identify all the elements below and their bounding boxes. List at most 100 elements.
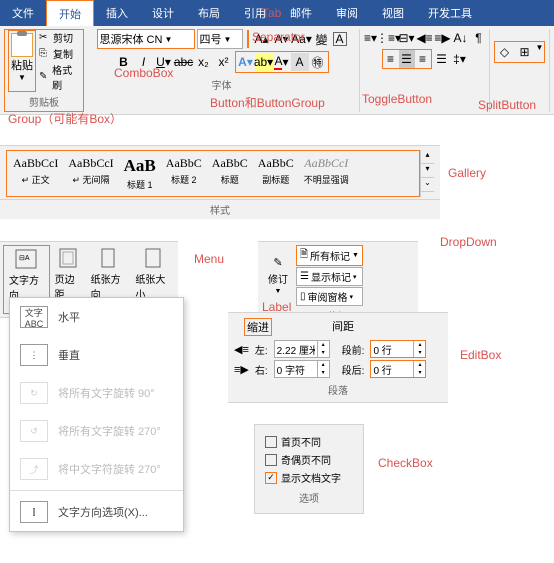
font-color-buttongroup: A▾ ab▾ A▾ A ㊕: [235, 51, 329, 73]
line-spacing-button[interactable]: ‡▾: [452, 50, 468, 68]
annotation-buttongroup: Button和ButtonGroup: [210, 94, 325, 111]
spacing-header-label: 间距: [332, 318, 354, 336]
svg-text:⊟A: ⊟A: [19, 255, 30, 262]
size-icon: [141, 247, 165, 269]
pane-icon: ▯: [300, 291, 306, 302]
indent-header-label: 缩进: [244, 318, 272, 336]
menu-item: ↻将所有文字旋转 90°: [10, 374, 183, 412]
options-panel: 首页不同 奇偶页不同 ✓显示文档文字 选项: [254, 424, 364, 514]
shading-splitbutton[interactable]: ◇ ⊞ ▼: [494, 41, 546, 63]
font-family-combo[interactable]: 思源宋体 CN▼: [97, 29, 195, 49]
copy-icon: ⎘: [39, 48, 51, 60]
tab-mailings[interactable]: 邮件: [278, 0, 324, 26]
menu-item: ⤴将中文字符旋转 270°: [10, 450, 183, 488]
tab-home[interactable]: 开始: [46, 0, 94, 26]
text-effects-button[interactable]: A▾: [237, 53, 255, 71]
cut-button[interactable]: ✂剪切: [39, 30, 80, 45]
tab-design[interactable]: 设计: [140, 0, 186, 26]
font-size-combo[interactable]: 四号▼: [197, 29, 243, 49]
diff-odd-even-checkbox[interactable]: [265, 454, 277, 466]
indent-right-editbox[interactable]: ▴▾: [274, 360, 330, 378]
doc-icon: 🗎: [300, 247, 308, 264]
tab-layout[interactable]: 布局: [186, 0, 232, 26]
menu-item[interactable]: ⋮垂直: [10, 336, 183, 374]
text-direction-menu: 文字ABC水平⋮垂直↻将所有文字旋转 90°↺将所有文字旋转 270°⤴将中文字…: [9, 297, 184, 532]
paste-label: 粘贴: [11, 57, 33, 73]
annotation-combobox: ComboBox: [114, 66, 173, 80]
annotation-checkbox: CheckBox: [378, 456, 433, 470]
tab-insert[interactable]: 插入: [94, 0, 140, 26]
style-item[interactable]: AaBbC标题: [208, 153, 252, 194]
paste-button[interactable]: 粘贴 ▼: [8, 30, 36, 92]
annotation-group: Group（可能有Box）: [8, 110, 122, 127]
style-item[interactable]: AaBbC副标题: [254, 153, 298, 194]
char-border-button[interactable]: A: [333, 32, 347, 46]
enclose-char-button[interactable]: ㊕: [309, 53, 327, 71]
strikethrough-button[interactable]: abc: [175, 53, 193, 71]
pen-icon: ✎: [273, 256, 282, 269]
annotation-gallery: Gallery: [448, 166, 486, 180]
align-left-button[interactable]: ≡: [383, 50, 399, 68]
chevron-down-icon: ▼: [18, 73, 26, 82]
style-item[interactable]: AaB标题 1: [120, 153, 160, 194]
superscript-button[interactable]: x²: [215, 53, 233, 71]
tab-file[interactable]: 文件: [0, 0, 46, 26]
styles-gallery-panel: AaBbCcI↵ 正文AaBbCcI↵ 无间隔AaB标题 1AaBbC标题 2A…: [0, 145, 440, 200]
tab-view[interactable]: 视图: [370, 0, 416, 26]
annotation-dropdown: DropDown: [440, 235, 497, 249]
chevron-down-icon: ▼: [224, 35, 232, 44]
styles-gallery[interactable]: AaBbCcI↵ 正文AaBbCcI↵ 无间隔AaB标题 1AaBbC标题 2A…: [6, 150, 420, 197]
style-item[interactable]: AaBbCcI不明显强调: [300, 153, 353, 194]
spacing-before-editbox[interactable]: ▴▾: [370, 340, 426, 358]
styles-group-label: 样式: [0, 200, 440, 219]
revision-button[interactable]: ✎修订▼: [264, 256, 292, 295]
show-doc-text-checkbox[interactable]: ✓: [265, 472, 277, 484]
text-direction-icon: ⊟A: [14, 248, 38, 270]
chevron-down-icon: ▼: [536, 43, 544, 61]
phonetic-guide-button[interactable]: 變: [313, 30, 331, 48]
spacing-after-editbox[interactable]: ▴▾: [370, 360, 426, 378]
tab-developer[interactable]: 开发工具: [416, 0, 484, 26]
char-shading-button[interactable]: A: [291, 53, 309, 71]
style-item[interactable]: AaBbCcI↵ 正文: [9, 153, 62, 194]
indent-inc-button[interactable]: ≡▶: [435, 29, 451, 47]
border-button[interactable]: ⊞: [516, 43, 534, 61]
numbering-button[interactable]: ⋮≡▾: [381, 29, 397, 47]
scissors-icon: ✂: [39, 32, 51, 44]
annotation-editbox: EditBox: [460, 348, 501, 362]
diff-first-checkbox[interactable]: [265, 436, 277, 448]
paste-icon: [11, 33, 33, 57]
copy-button[interactable]: ⎘复制: [39, 46, 80, 61]
sort-button[interactable]: A↓: [453, 29, 469, 47]
style-item[interactable]: AaBbC标题 2: [162, 153, 206, 194]
show-marks-button[interactable]: ¶: [471, 29, 487, 47]
tab-review[interactable]: 审阅: [324, 0, 370, 26]
menu-item[interactable]: ⫿文字方向选项(X)...: [10, 493, 183, 531]
chevron-down-icon: ▼: [164, 35, 172, 44]
paragraph-group-label: 段落: [234, 380, 442, 399]
gallery-scroll[interactable]: ▴▾⌄: [420, 150, 434, 197]
review-pane-dropdown[interactable]: ▯审阅窗格▾: [296, 287, 363, 306]
align-right-button[interactable]: ≡: [415, 50, 431, 68]
menu-item[interactable]: 文字ABC水平: [10, 298, 183, 336]
format-painter-button[interactable]: ✎格式刷: [39, 62, 80, 92]
paragraph-panel: 缩进 间距 ◀≡左: ▴▾ 段前: ▴▾ ≡▶右: ▴▾ 段后: ▴▾ 段落: [228, 312, 448, 403]
indent-dec-button[interactable]: ◀≡: [417, 29, 433, 47]
justify-button[interactable]: ☰: [434, 50, 450, 68]
align-center-button[interactable]: ☰: [399, 50, 415, 68]
indent-left-editbox[interactable]: ▴▾: [274, 340, 330, 358]
brush-icon: ✎: [39, 71, 50, 83]
subscript-button[interactable]: x₂: [195, 53, 213, 71]
shading-icon: ◇: [496, 43, 514, 61]
highlight-button[interactable]: ab▾: [255, 53, 273, 71]
all-marks-dropdown[interactable]: 🗎所有标记▼: [296, 245, 363, 266]
show-marks-dropdown[interactable]: ☰显示标记▾: [296, 267, 363, 286]
clipboard-group: 粘贴 ▼ ✂剪切 ⎘复制 ✎格式刷 剪贴板: [4, 29, 84, 112]
font-color-button[interactable]: A▾: [273, 53, 291, 71]
align-togglegroup: ≡ ☰ ≡: [382, 49, 432, 69]
style-item[interactable]: AaBbCcI↵ 无间隔: [64, 153, 117, 194]
multilevel-button[interactable]: ⊟▾: [399, 29, 415, 47]
clipboard-group-label: 剪贴板: [29, 92, 59, 111]
annotation-menu: Menu: [194, 252, 224, 266]
orientation-icon: [96, 247, 120, 269]
